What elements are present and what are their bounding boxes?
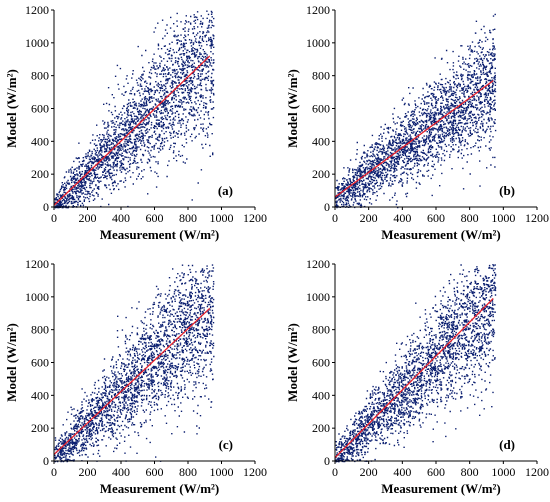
y-tick-label: 1000: [25, 36, 49, 50]
y-tick-label: 400: [312, 134, 330, 148]
y-tick-label: 600: [31, 356, 49, 370]
fit-line: [53, 55, 211, 206]
x-tick-label: 200: [79, 211, 97, 225]
y-tick-label: 0: [43, 454, 49, 468]
y-tick-label: 400: [312, 388, 330, 402]
y-tick-label: 0: [324, 454, 330, 468]
x-tick-label: 800: [179, 211, 197, 225]
y-tick-label: 400: [31, 388, 49, 402]
x-tick-label: 600: [146, 211, 164, 225]
y-tick-label: 600: [312, 102, 330, 116]
x-tick-label: 400: [112, 465, 130, 479]
y-axis-label: Model (W/m²): [285, 323, 300, 402]
x-tick-label: 800: [179, 465, 197, 479]
scatter-panel-1: 0 200 400 600 800 1000 1200 0 200 400 600 800 1000 12…: [285, 3, 549, 242]
fit-line: [53, 307, 211, 455]
scatter-panel-2: 0 200 400 600 800 1000 1200 0 200 400 600 800 1000 12…: [4, 257, 267, 496]
x-tick-label: 600: [427, 211, 445, 225]
y-tick-label: 0: [324, 200, 330, 214]
x-tick-label: 0: [51, 211, 57, 225]
scatter-panel-3: 0 200 400 600 800 1000 1200 0 200 400 600 800 1000 12…: [285, 257, 549, 496]
y-tick-label: 1000: [306, 36, 330, 50]
y-tick-label: 800: [31, 323, 49, 337]
x-tick-label: 1000: [210, 211, 234, 225]
y-tick-label: 1000: [306, 290, 330, 304]
x-tick-label: 600: [427, 465, 445, 479]
data-points: [54, 264, 215, 463]
x-tick-label: 1200: [243, 465, 267, 479]
x-tick-label: 1200: [243, 211, 267, 225]
y-tick-label: 400: [31, 134, 49, 148]
y-tick-label: 200: [312, 421, 330, 435]
x-axis-label: Measurement (W/m²): [100, 481, 220, 496]
y-tick-label: 1200: [306, 257, 330, 271]
x-tick-label: 0: [51, 465, 57, 479]
x-axis-label: Measurement (W/m²): [381, 481, 501, 496]
data-points: [335, 264, 497, 463]
panel-label: (d): [499, 437, 515, 452]
y-axis-label: Model (W/m²): [4, 69, 19, 148]
x-tick-label: 1000: [210, 465, 234, 479]
x-axis-label: Measurement (W/m²): [381, 227, 501, 242]
y-tick-label: 0: [43, 200, 49, 214]
x-tick-label: 0: [332, 465, 338, 479]
data-points: [335, 13, 497, 209]
y-tick-label: 600: [312, 356, 330, 370]
scatter-panel-0: 0 200 400 600 800 1000 1200 0 200 400 600 800 1000 12…: [4, 3, 267, 242]
y-tick-label: 1000: [25, 290, 49, 304]
x-tick-label: 800: [461, 465, 479, 479]
x-tick-label: 1000: [491, 465, 515, 479]
y-tick-label: 800: [312, 323, 330, 337]
y-tick-label: 1200: [306, 3, 330, 17]
y-tick-label: 1200: [25, 257, 49, 271]
y-tick-label: 200: [31, 421, 49, 435]
data-points: [54, 10, 215, 209]
y-tick-label: 1200: [25, 3, 49, 17]
x-axis-label: Measurement (W/m²): [100, 227, 220, 242]
y-tick-label: 800: [31, 69, 49, 83]
y-tick-label: 800: [312, 69, 330, 83]
x-tick-label: 800: [461, 211, 479, 225]
x-tick-label: 200: [79, 465, 97, 479]
y-tick-label: 200: [31, 167, 49, 181]
x-tick-label: 1000: [491, 211, 515, 225]
y-axis-label: Model (W/m²): [285, 69, 300, 148]
x-tick-label: 0: [332, 211, 338, 225]
fit-line: [334, 298, 494, 459]
y-axis-label: Model (W/m²): [4, 323, 19, 402]
fit-line: [334, 80, 494, 198]
panel-label: (b): [499, 183, 515, 198]
panel-label: (c): [219, 437, 233, 452]
x-tick-label: 400: [112, 211, 130, 225]
x-tick-label: 400: [393, 211, 411, 225]
panel-label: (a): [218, 183, 233, 198]
x-tick-label: 1200: [525, 465, 549, 479]
x-tick-label: 1200: [525, 211, 549, 225]
y-tick-label: 600: [31, 102, 49, 116]
x-tick-label: 400: [393, 465, 411, 479]
y-tick-label: 200: [312, 167, 330, 181]
x-tick-label: 200: [360, 465, 378, 479]
x-tick-label: 600: [146, 465, 164, 479]
x-tick-label: 200: [360, 211, 378, 225]
